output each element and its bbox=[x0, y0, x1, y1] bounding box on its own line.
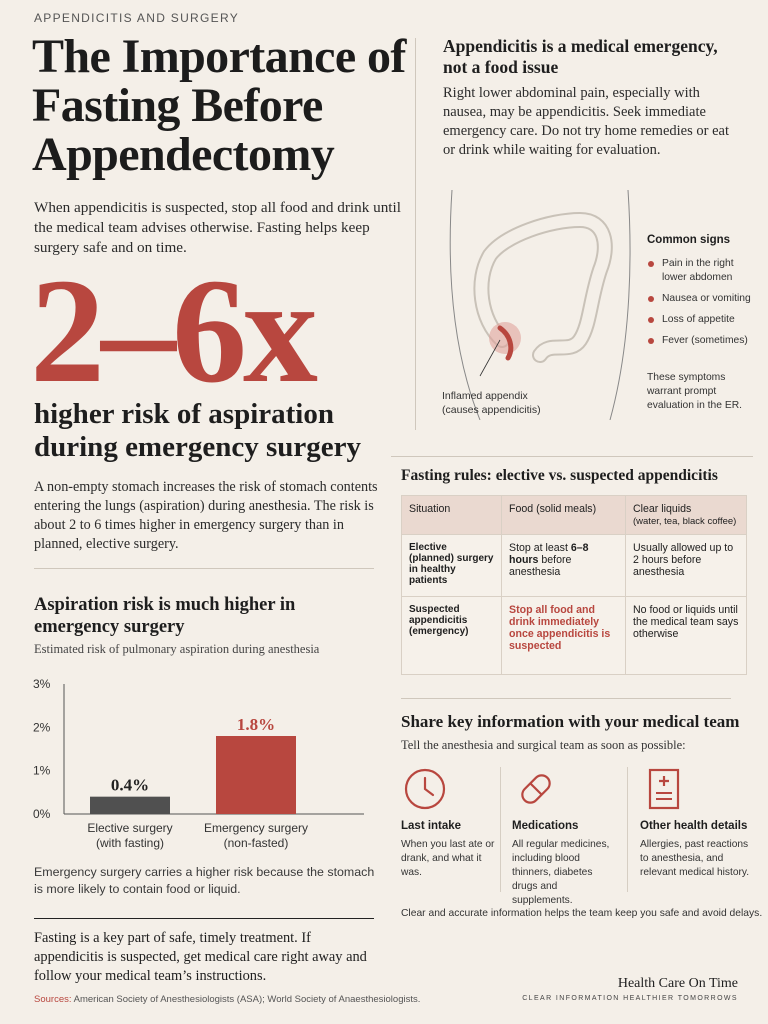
share-title: Share key information with your medical … bbox=[401, 712, 740, 731]
bullet-icon bbox=[648, 296, 654, 302]
y-tick-label: 3% bbox=[33, 677, 51, 691]
sign-item: Nausea or vomiting bbox=[648, 292, 758, 306]
x-tick-label: (non-fasted) bbox=[224, 836, 289, 850]
bullet-icon bbox=[648, 261, 654, 267]
bar bbox=[216, 736, 296, 814]
table-cell: Elective (planned) surgery in healthy pa… bbox=[401, 534, 502, 597]
table-cell: Suspected appendicitis (emergency) bbox=[401, 596, 502, 675]
large-intestine-inner bbox=[475, 213, 611, 361]
share-subtitle: Tell the anesthesia and surgical team as… bbox=[401, 738, 686, 752]
table-header: Situation bbox=[401, 495, 502, 535]
kicker: APPENDICITIS AND SURGERY bbox=[34, 11, 240, 25]
card-body: When you last ate or drank, and what it … bbox=[401, 839, 495, 878]
table-header: Clear liquids (water, tea, black coffee) bbox=[625, 495, 747, 535]
sign-text: Nausea or vomiting bbox=[662, 293, 751, 304]
y-tick-label: 1% bbox=[33, 764, 51, 778]
sources: Sources: American Society of Anesthesiol… bbox=[34, 994, 420, 1005]
table-header-row: Situation Food (solid meals) Clear liqui… bbox=[401, 495, 747, 535]
bar bbox=[90, 796, 170, 814]
bar-value-label: 1.8% bbox=[237, 715, 275, 734]
sources-label: Sources: bbox=[34, 994, 72, 1005]
pill-icon bbox=[521, 774, 551, 804]
x-tick-label: Elective surgery bbox=[87, 821, 172, 835]
risk-headline: higher risk of aspiration during emergen… bbox=[34, 398, 361, 463]
table-row: Elective (planned) surgery in healthy pa… bbox=[401, 534, 747, 597]
card-divider bbox=[500, 767, 501, 892]
bullet-icon bbox=[648, 317, 654, 323]
x-tick-label: Emergency surgery bbox=[204, 821, 308, 835]
chart-title: Aspiration risk is much higher in emerge… bbox=[34, 595, 296, 637]
divider bbox=[401, 698, 731, 699]
cell-text: Stop at least bbox=[509, 542, 571, 554]
card-title: Last intake bbox=[401, 820, 462, 832]
page-title: The Importance of Fasting Before Appende… bbox=[32, 30, 406, 181]
abdomen-illustration bbox=[449, 190, 631, 420]
fasting-title: Fasting rules: elective vs. suspected ap… bbox=[401, 467, 718, 484]
bar-value-label: 0.4% bbox=[111, 776, 149, 795]
risk-body: A non-empty stomach increases the risk o… bbox=[34, 479, 378, 552]
big-stat: 2–6x bbox=[30, 248, 318, 414]
sign-item: Loss of appetite bbox=[648, 313, 758, 327]
sources-text: American Society of Anesthesiologists (A… bbox=[73, 994, 421, 1005]
y-tick-label: 2% bbox=[33, 720, 51, 734]
fasting-section bbox=[391, 456, 753, 697]
sign-text: Loss of appetite bbox=[662, 314, 735, 325]
cell-emphasis: 6–8 hours bbox=[509, 542, 589, 566]
emergency-title: Appendicitis is a medical emergency, not… bbox=[443, 36, 718, 77]
table-header: Food (solid meals) bbox=[501, 495, 626, 535]
bullet-icon bbox=[648, 338, 654, 344]
body-outline-right bbox=[609, 190, 631, 420]
table-cell: Usually allowed up to 2 hours before ane… bbox=[625, 534, 747, 597]
sign-item: Fever (sometimes) bbox=[648, 334, 758, 348]
appendix-pointer bbox=[479, 339, 501, 377]
table-header-main: Clear liquids bbox=[633, 503, 692, 515]
table-header-sub: (water, tea, black coffee) bbox=[633, 516, 737, 527]
info-card: Other health details Allergies, past rea… bbox=[640, 767, 750, 880]
y-tick-label: 0% bbox=[33, 807, 51, 821]
appendix bbox=[497, 325, 514, 361]
info-card: Medications All regular medicines, inclu… bbox=[512, 767, 620, 908]
brand-tagline: CLEAR INFORMATION HEALTHIER TOMORROWS bbox=[522, 995, 738, 1002]
signs-note: These symptoms warrant prompt evaluation… bbox=[647, 372, 743, 411]
share-note: Clear and accurate information helps the… bbox=[401, 908, 763, 919]
card-divider bbox=[627, 767, 628, 892]
fasting-table: Situation Food (solid meals) Clear liqui… bbox=[401, 495, 747, 675]
table-cell: Stop at least 6–8 hours before anesthesi… bbox=[501, 534, 626, 597]
medical-record-icon bbox=[648, 768, 680, 810]
info-card: Last intake When you last ate or drank, … bbox=[401, 767, 496, 880]
body-outline-left bbox=[449, 190, 481, 420]
intro-text: When appendicitis is suspected, stop all… bbox=[34, 199, 401, 256]
appendix-label: Inflamed appendix (causes appendicitis) bbox=[442, 390, 541, 416]
closing-text: Fasting is a key part of safe, timely tr… bbox=[34, 930, 367, 984]
cell-text: before anesthesia bbox=[509, 554, 572, 578]
sign-text: Fever (sometimes) bbox=[662, 335, 748, 346]
column-divider bbox=[415, 38, 416, 430]
emergency-body: Right lower abdominal pain, especially w… bbox=[443, 85, 729, 158]
divider bbox=[34, 918, 374, 919]
sign-item: Pain in the right lower abdomen bbox=[648, 257, 758, 285]
chart-note: Emergency surgery carries a higher risk … bbox=[34, 865, 375, 896]
signs-title: Common signs bbox=[647, 234, 731, 246]
table-row: Suspected appendicitis (emergency) Stop … bbox=[401, 596, 747, 675]
aspiration-bar-chart: 0% 1% 2% 3% 0.4% Elective surgery(with fastin… bbox=[33, 677, 364, 850]
brand-name: Health Care On Time bbox=[617, 976, 738, 991]
divider bbox=[34, 568, 374, 569]
chart-subtitle: Estimated risk of pulmonary aspiration d… bbox=[34, 642, 320, 656]
inflammation-glow bbox=[489, 322, 521, 354]
clock-icon bbox=[404, 768, 446, 810]
card-body: Allergies, past reactions to anesthesia,… bbox=[640, 839, 750, 878]
sign-text: Pain in the right lower abdomen bbox=[662, 258, 734, 283]
card-title: Medications bbox=[512, 820, 579, 832]
x-tick-label: (with fasting) bbox=[96, 836, 164, 850]
card-title: Other health details bbox=[640, 820, 748, 832]
table-cell: No food or liquids until the medical tea… bbox=[625, 596, 747, 675]
card-body: All regular medicines, including blood t… bbox=[512, 839, 610, 906]
table-cell: Stop all food and drink immediately once… bbox=[501, 596, 626, 675]
